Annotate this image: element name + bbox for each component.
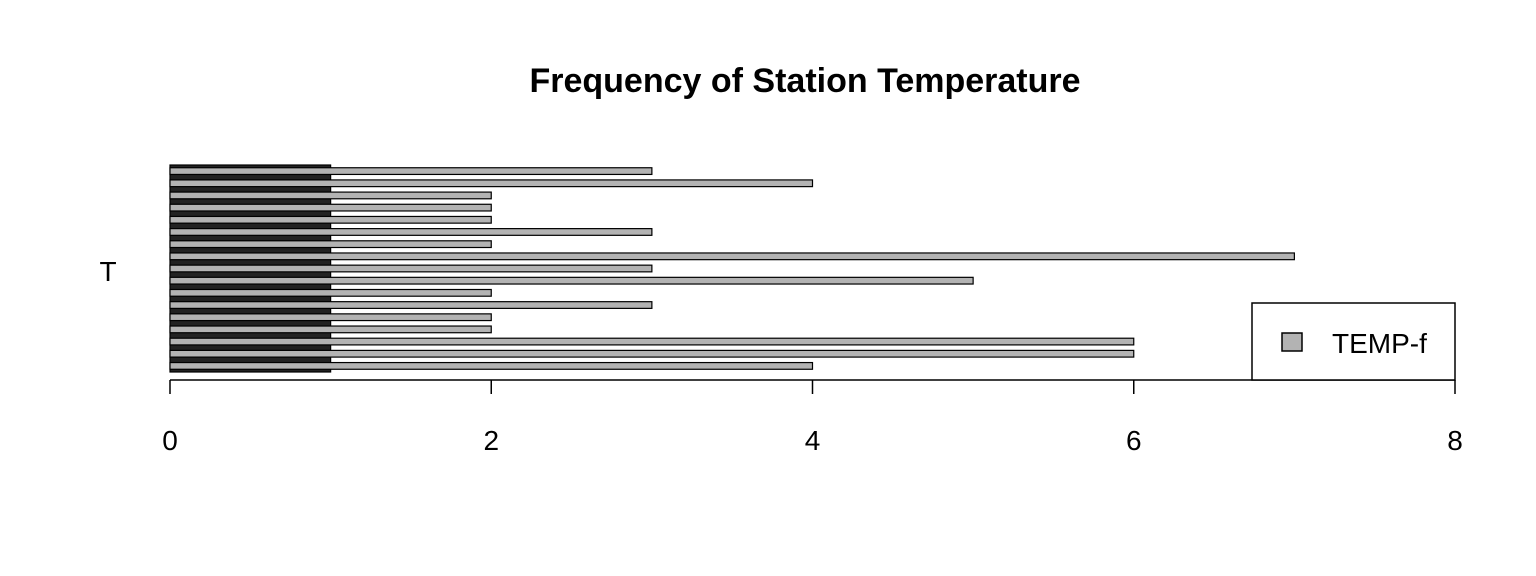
x-tick-label: 6	[1126, 425, 1142, 456]
x-axis: 0 2 4 6 8	[162, 379, 1463, 456]
bar	[169, 203, 492, 212]
legend-box	[1251, 302, 1456, 381]
x-tick-label: 8	[1447, 425, 1463, 456]
chart-title: Frequency of Station Temperature	[529, 62, 1080, 100]
bar	[169, 301, 653, 309]
legend: TEMP-f	[1251, 302, 1456, 381]
bar	[169, 228, 653, 236]
bar	[169, 337, 1135, 346]
legend-label: TEMP-f	[1332, 328, 1427, 359]
bar	[169, 179, 814, 188]
bar	[169, 264, 653, 273]
bar	[169, 288, 492, 297]
bar	[169, 361, 814, 370]
bar	[169, 240, 492, 249]
legend-swatch	[1281, 332, 1303, 352]
bar	[169, 167, 653, 176]
x-tick-label: 4	[805, 425, 821, 456]
bar	[169, 349, 1135, 358]
bar	[169, 252, 1295, 261]
x-tick-label: 2	[483, 425, 499, 456]
y-group-label: T	[99, 256, 116, 287]
bar	[169, 215, 492, 224]
bar	[169, 325, 492, 334]
bars-group	[169, 164, 1295, 373]
bar	[169, 313, 492, 322]
bar	[169, 276, 974, 285]
x-tick-label: 0	[162, 425, 178, 456]
bar	[169, 191, 492, 200]
